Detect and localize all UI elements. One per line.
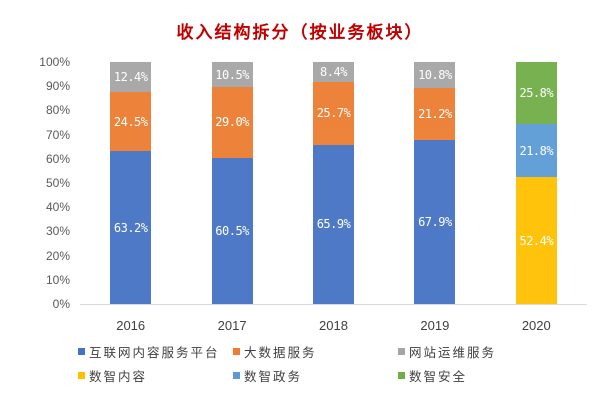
legend-item: 互联网内容服务平台 bbox=[78, 342, 220, 361]
y-tick-label: 60% bbox=[45, 151, 70, 166]
x-tick-label: 2017 bbox=[217, 318, 247, 333]
y-tick-label: 30% bbox=[45, 224, 70, 239]
data-label: 10.5% bbox=[215, 67, 249, 82]
bar-2016: 63.2% 24.5% 12.4% bbox=[110, 62, 152, 304]
legend-swatch-icon bbox=[398, 348, 405, 355]
legend-label: 数智政务 bbox=[244, 369, 303, 384]
x-axis-line bbox=[80, 304, 587, 305]
legend-label: 网站运维服务 bbox=[409, 345, 497, 360]
y-tick-label: 70% bbox=[45, 127, 70, 142]
data-label: 24.5% bbox=[113, 114, 148, 129]
legend-swatch-icon bbox=[398, 372, 405, 379]
bar-2018: 65.9% 25.7% 8.4% bbox=[313, 62, 354, 304]
legend-item: 网站运维服务 bbox=[398, 342, 496, 361]
bar-2019: 67.9% 21.2% 10.8% bbox=[414, 62, 456, 304]
y-tick-label: 50% bbox=[45, 176, 70, 190]
bar-segment: 25.7% bbox=[313, 82, 354, 145]
bar-segment: 65.9% bbox=[313, 144, 354, 304]
data-label: 29.0% bbox=[215, 115, 249, 130]
legend-item: 数智内容 bbox=[78, 366, 147, 385]
x-tick-label: 2018 bbox=[319, 318, 348, 333]
data-label: 52.4% bbox=[519, 233, 554, 248]
y-tick-label: 10% bbox=[45, 272, 70, 287]
bar-segment: 52.4% bbox=[515, 177, 557, 304]
legend-label: 大数据服务 bbox=[244, 345, 317, 360]
legend-item: 数智政务 bbox=[233, 366, 302, 385]
bar-segment: 10.5% bbox=[211, 62, 253, 88]
bar-segment: 21.2% bbox=[414, 88, 456, 140]
bar-segment: 10.8% bbox=[414, 62, 456, 89]
data-label: 60.5% bbox=[215, 223, 249, 238]
bar-segment: 12.4% bbox=[110, 62, 152, 92]
y-tick-label: 20% bbox=[45, 248, 70, 263]
bar-segment: 60.5% bbox=[211, 157, 253, 304]
data-label: 8.4% bbox=[320, 65, 347, 80]
y-tick-label: 100% bbox=[39, 55, 70, 69]
legend-label: 数智内容 bbox=[89, 369, 148, 384]
chart-title: 收入结构拆分（按业务板块） bbox=[176, 23, 424, 43]
bar-segment: 21.8% bbox=[515, 124, 557, 178]
bar-segment: 25.8% bbox=[515, 62, 557, 125]
legend-swatch-icon bbox=[233, 372, 240, 379]
data-label: 25.8% bbox=[519, 86, 554, 101]
y-tick-label: 90% bbox=[45, 79, 70, 94]
bar-segment: 29.0% bbox=[211, 87, 253, 158]
y-tick-label: 0% bbox=[52, 297, 70, 311]
x-tick-label: 2019 bbox=[420, 318, 450, 333]
legend-label: 互联网内容服务平台 bbox=[89, 345, 220, 360]
data-label: 25.7% bbox=[316, 106, 351, 121]
legend-swatch-icon bbox=[78, 372, 85, 379]
bar-2017: 60.5% 29.0% 10.5% bbox=[211, 62, 253, 304]
bar-segment: 24.5% bbox=[110, 91, 152, 152]
legend-swatch-icon bbox=[233, 348, 240, 355]
legend-item: 大数据服务 bbox=[233, 342, 317, 361]
legend-swatch-icon bbox=[78, 348, 85, 355]
bar-2020: 52.4% 21.8% 25.8% bbox=[515, 62, 557, 304]
data-label: 65.9% bbox=[316, 217, 351, 232]
data-label: 10.8% bbox=[418, 68, 452, 83]
data-label: 63.2% bbox=[113, 220, 148, 235]
bar-segment: 63.2% bbox=[110, 151, 152, 304]
bar-segment: 8.4% bbox=[313, 62, 354, 83]
data-label: 67.9% bbox=[418, 214, 452, 229]
y-tick-label: 80% bbox=[45, 103, 70, 118]
data-label: 21.2% bbox=[418, 106, 452, 121]
x-tick-label: 2020 bbox=[521, 318, 551, 333]
x-tick-label: 2016 bbox=[116, 318, 146, 333]
bar-segment: 67.9% bbox=[414, 139, 456, 304]
legend-label: 数智安全 bbox=[409, 369, 468, 384]
y-tick-label: 40% bbox=[45, 200, 70, 215]
legend-item: 数智安全 bbox=[398, 366, 467, 385]
data-label: 12.4% bbox=[113, 69, 148, 84]
data-label: 21.8% bbox=[519, 143, 554, 158]
